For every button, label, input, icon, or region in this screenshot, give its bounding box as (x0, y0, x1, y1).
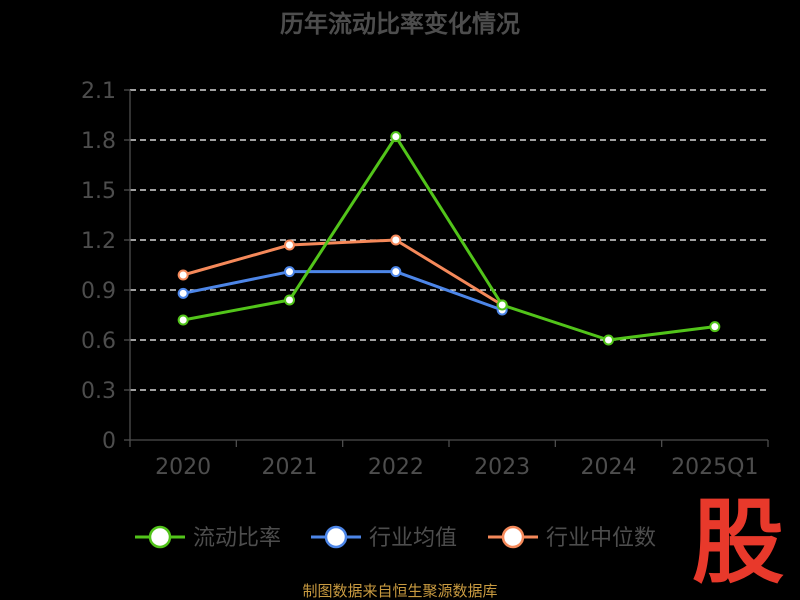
data-point[interactable] (603, 334, 614, 346)
series-line (182, 135, 716, 342)
y-tick-label: 0 (102, 429, 116, 454)
y-tick-label: 1.2 (81, 229, 116, 254)
y-tick-label: 1.8 (81, 129, 116, 154)
x-tick-label: 2023 (474, 455, 530, 480)
x-tick-label: 2024 (581, 455, 637, 480)
x-tick-label: 2025Q1 (671, 455, 758, 480)
watermark-logo: 股 (692, 489, 784, 596)
data-point[interactable] (284, 239, 295, 251)
data-point[interactable] (177, 287, 189, 299)
data-point[interactable] (177, 269, 189, 281)
x-tick-label: 2021 (262, 455, 318, 480)
axes: 0 0.3 0.6 0.9 1.2 1.5 1.8 2.1 2020 2021 2022 2023 20… (81, 79, 769, 480)
data-point[interactable] (177, 314, 189, 326)
legend-label: 流动比率 (193, 526, 281, 551)
series-line (182, 270, 503, 312)
x-tick-label: 2022 (368, 455, 424, 480)
legend-label: 行业中位数 (546, 526, 656, 551)
grid-lines (130, 89, 768, 391)
data-point[interactable] (709, 321, 721, 333)
y-tick-label: 0.3 (81, 379, 116, 404)
y-tick-label: 2.1 (81, 79, 116, 104)
series-0 (177, 131, 721, 346)
x-tick-label: 2020 (155, 455, 211, 480)
series-lines (177, 131, 721, 346)
data-point[interactable] (390, 131, 402, 143)
y-tick-label: 0.6 (81, 329, 116, 354)
source-label: 制图数据来自恒生聚源数据库 (302, 582, 497, 600)
data-point[interactable] (496, 299, 508, 311)
data-point[interactable] (284, 294, 295, 306)
legend-marker-icon (501, 525, 525, 549)
legend-marker-icon (324, 525, 348, 549)
y-tick-label: 1.5 (81, 179, 116, 204)
y-tick-label: 0.9 (81, 279, 116, 304)
data-point[interactable] (390, 266, 402, 278)
legend: 流动比率 行业均值 行业中位数 (135, 525, 656, 551)
data-point[interactable] (390, 234, 402, 246)
legend-label: 行业均值 (369, 526, 457, 551)
series-1 (177, 266, 508, 316)
legend-item[interactable]: 流动比率 (135, 525, 281, 551)
legend-item[interactable]: 行业中位数 (488, 525, 656, 551)
legend-item[interactable]: 行业均值 (311, 525, 457, 551)
series-line (182, 238, 503, 307)
watermark-icon: 股 (692, 489, 784, 596)
data-point[interactable] (284, 266, 295, 278)
chart-title: 历年流动比率变化情况 (280, 10, 520, 38)
legend-marker-icon (148, 525, 172, 549)
